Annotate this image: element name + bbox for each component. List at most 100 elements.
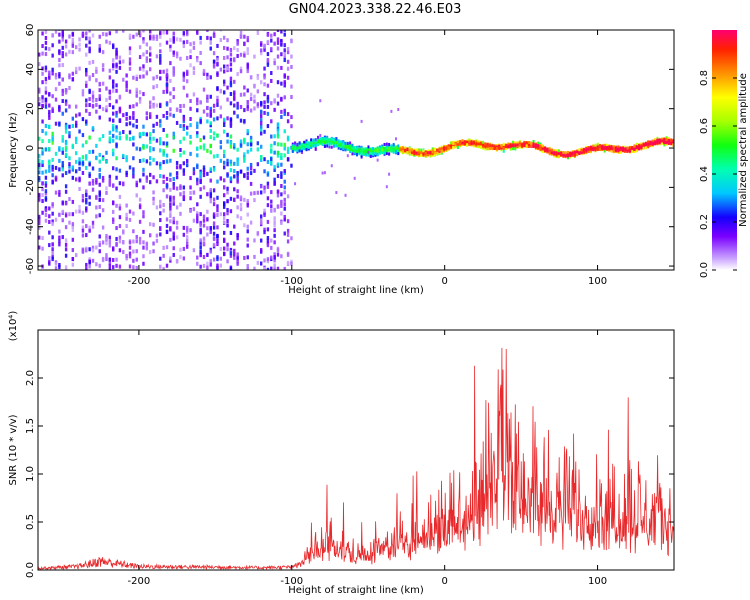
spectrogram-cell [152, 34, 155, 39]
spectrogram-cell [431, 150, 434, 154]
spectrogram-cell [450, 144, 453, 148]
spectrogram-cell [95, 262, 98, 267]
spectrogram-cell [182, 161, 186, 166]
spectrogram-cell [212, 197, 216, 202]
spectrogram-cell [321, 142, 324, 146]
spectrogram-cell [326, 140, 329, 144]
spectrogram-cell [378, 145, 381, 149]
spectrogram-cell [95, 66, 98, 71]
spectrogram-cell [118, 194, 122, 199]
spectrogram-cell [401, 147, 404, 151]
spectrogram-cell [310, 138, 313, 142]
spectrogram-cell [209, 135, 212, 140]
spectrogram-cell [239, 69, 243, 74]
spectrogram-cell [243, 173, 246, 178]
spectrogram-cell [229, 62, 233, 67]
spectrogram-cell [142, 210, 145, 215]
spectrogram-cell [182, 136, 186, 141]
spectrogram-cell [397, 148, 400, 152]
spectrogram-cell [108, 239, 112, 244]
spectrogram-cell [88, 135, 91, 140]
spectrogram-cell [283, 111, 286, 116]
spectrogram-cell [132, 104, 135, 109]
spectrogram-cell [196, 97, 199, 102]
spectrogram-cell [138, 55, 142, 60]
spectrogram-cell [263, 47, 266, 52]
spectrogram-cell [64, 242, 68, 247]
spectrogram-cell [236, 194, 239, 199]
spectrogram-cell [233, 143, 236, 148]
spectrogram-cell [172, 135, 175, 140]
spectrogram-cell [128, 254, 132, 259]
spectrogram-cell [115, 144, 118, 149]
spectrogram-cell [589, 147, 592, 151]
spectrogram-cell [280, 81, 283, 86]
spectrogram-cell [64, 108, 68, 113]
spectrogram-cell [209, 106, 212, 111]
spectrogram-cell [138, 134, 142, 139]
spectrogram-cell [182, 31, 186, 36]
spectrogram-cell [68, 85, 71, 90]
spectrogram-cell [226, 162, 229, 167]
spectrogram-cell [206, 261, 209, 266]
spectrogram-cell [172, 72, 175, 77]
spectrogram-cell [128, 240, 132, 245]
spectrogram-cell [239, 104, 243, 109]
spectrogram-cell [263, 230, 266, 235]
spectrogram-cell [165, 245, 169, 250]
spectrogram-cell [222, 204, 226, 209]
spectrogram-cell [44, 181, 48, 186]
spectrogram-cell [576, 153, 579, 157]
spectrogram-cell [155, 121, 159, 126]
spectrogram-cell [148, 58, 152, 63]
spectrogram-cell [185, 125, 189, 130]
spectrogram-cell [135, 93, 138, 98]
spectrogram-cell [68, 134, 71, 139]
spectrogram-cell [111, 133, 115, 138]
spectrogram-cell [502, 142, 505, 146]
spectrogram-cell [159, 174, 162, 179]
spectrogram-cell [196, 255, 199, 260]
spectrogram-cell [212, 136, 216, 141]
spectrogram-cell [280, 162, 283, 167]
spectrogram-cell [624, 148, 627, 152]
spectrogram-cell [246, 107, 249, 112]
spectrogram-cell [85, 206, 88, 211]
spectrogram-cell [573, 152, 576, 156]
spectrogram-cell [249, 181, 253, 186]
spectrogram-cell [179, 192, 182, 197]
spectrogram-cell [296, 149, 299, 153]
spectrogram-cell [118, 224, 122, 229]
spectrogram-cell [48, 109, 51, 114]
spectrogram-cell [527, 144, 530, 148]
spectrogram-cell [48, 256, 51, 261]
spectrogram-cell [115, 69, 118, 74]
spectrogram-cell [148, 148, 152, 153]
spectrogram-cell [263, 258, 266, 263]
spectrogram-cell [291, 146, 294, 150]
spectrogram-cell [91, 245, 95, 250]
spectrogram-cell [246, 255, 249, 260]
spectrogram-cell [294, 182, 297, 186]
spectrogram-cell [670, 140, 673, 144]
spectrogram-cell [290, 261, 293, 266]
snr-frame [37, 329, 675, 571]
spectrogram-cell [74, 253, 78, 258]
spectrogram-cell [644, 146, 647, 150]
spectrogram-cell [209, 121, 212, 126]
spectrogram-cell [165, 77, 169, 82]
spectrogram-cell [270, 134, 273, 139]
spectrogram-cell [179, 56, 182, 61]
spectrogram-cell [138, 147, 142, 152]
spectrogram-cell [175, 107, 179, 112]
spectrogram-cell [672, 140, 674, 144]
spectrogram-cell [270, 266, 273, 270]
spectrogram-cell [246, 171, 249, 176]
spectrogram-cell [505, 147, 508, 151]
spectrogram-cell [165, 110, 169, 115]
spectrogram-cell [74, 159, 78, 164]
spectrogram-cell [61, 37, 64, 42]
spectrogram-cell [61, 200, 64, 205]
spectrogram-cell [385, 149, 388, 153]
